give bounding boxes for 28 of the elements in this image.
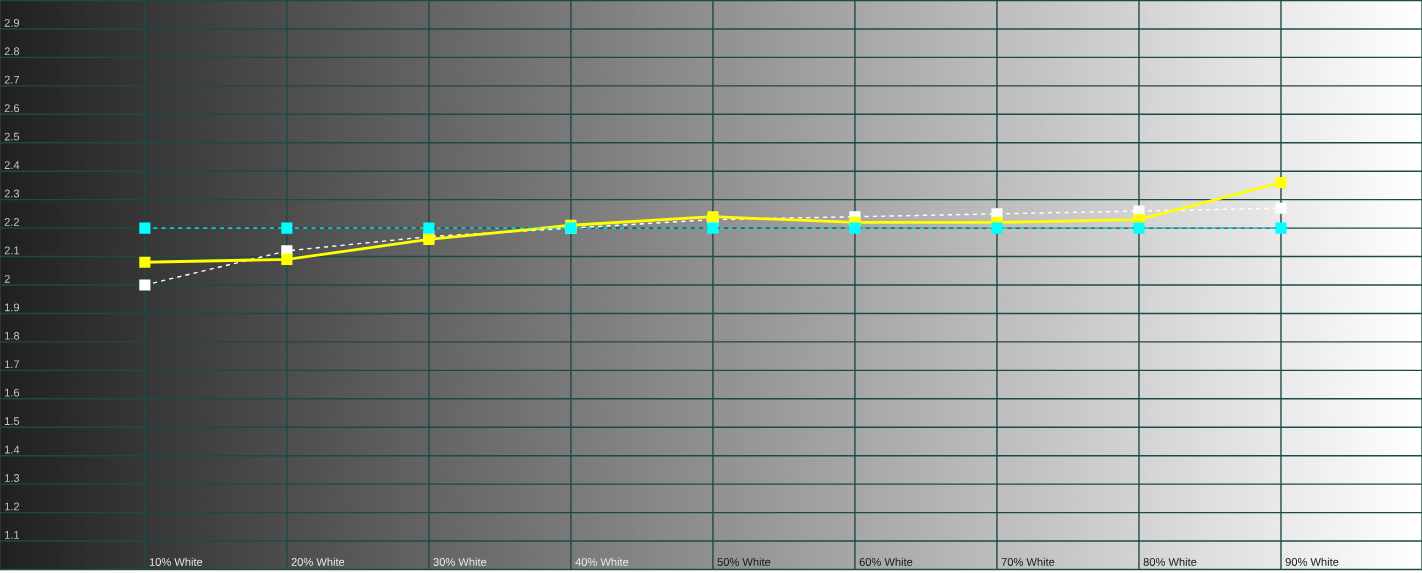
y-tick-label: 2.1 [4, 246, 20, 255]
y-tick-label: 1.6 [5, 388, 20, 397]
y-tick-label: 2.6 [4, 104, 20, 113]
y-tick-label: 2.7 [4, 75, 20, 84]
y-tick-label: 1.1 [5, 531, 20, 539]
y-tick-label: 2.2 [4, 218, 20, 226]
y-tick-label: 2.8 [4, 47, 20, 56]
y-tick-label: 1.4 [5, 445, 20, 454]
x-tick-label: 20% White [291, 557, 345, 566]
y-tick-label: 2.5 [4, 132, 20, 141]
y-tick-label: 2.3 [4, 189, 20, 198]
x-tick-label: 50% White [717, 557, 771, 566]
y-tick-label: 2.9 [4, 18, 20, 27]
x-tick-label: 70% White [1001, 557, 1055, 566]
y-tick-label: 1.8 [5, 331, 20, 340]
y-tick-label: 1.5 [5, 417, 20, 426]
y-tick-label: 1.2 [5, 502, 20, 511]
x-tick-label: 40% White [575, 557, 629, 566]
y-tick-label: 1.3 [5, 474, 20, 482]
x-tick-label: 90% White [1285, 557, 1339, 566]
x-tick-label: 30% White [433, 557, 487, 566]
x-tick-label: 60% White [859, 557, 913, 566]
y-tick-label: 1.7 [5, 360, 20, 369]
y-tick-label: 2.4 [4, 161, 20, 169]
x-tick-label: 80% White [1143, 557, 1197, 566]
y-tick-label: 2 [4, 274, 10, 283]
y-tick-label: 1.9 [5, 303, 20, 312]
x-tick-label: 10% White [149, 557, 203, 566]
